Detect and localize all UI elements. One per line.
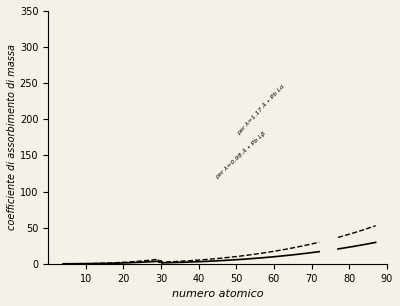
X-axis label: numero atomico: numero atomico [172,289,263,299]
Text: per λ=1.17 Å • Pb Lα: per λ=1.17 Å • Pb Lα [236,84,286,136]
Text: per λ=0.98 Å • Pb Lβ: per λ=0.98 Å • Pb Lβ [214,130,266,180]
Y-axis label: coefficiente di assorbimento di massa: coefficiente di assorbimento di massa [7,44,17,230]
